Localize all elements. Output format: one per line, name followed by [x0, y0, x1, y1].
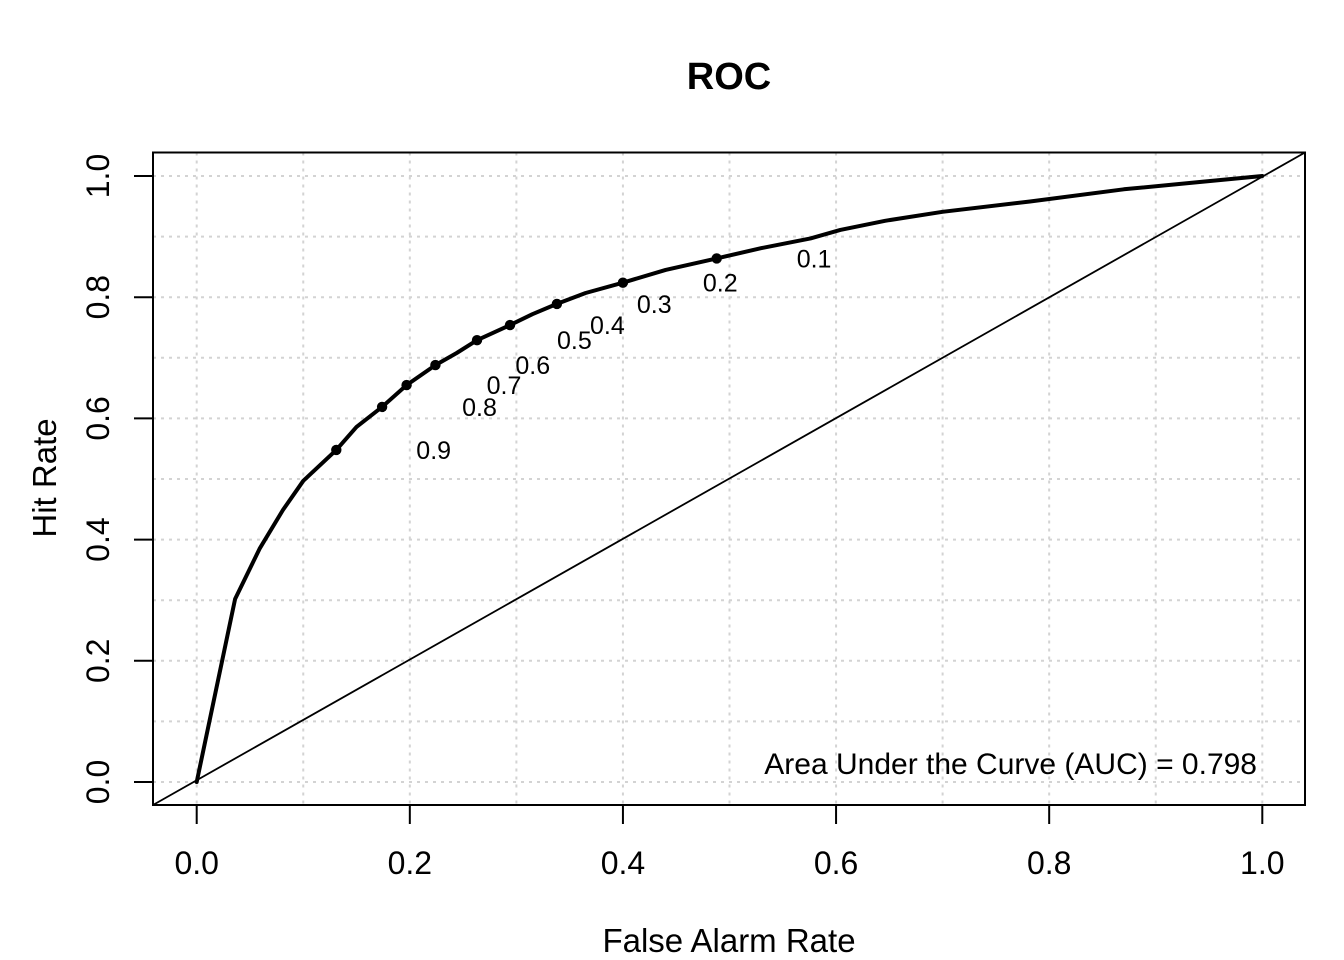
threshold-point-marker [551, 298, 563, 310]
threshold-point-marker [376, 401, 388, 413]
x-tick-label: 0.0 [174, 845, 218, 881]
y-tick-label: 0.2 [80, 639, 116, 683]
threshold-point-label: 0.3 [637, 291, 672, 319]
y-tick-label: 0.8 [80, 275, 116, 319]
threshold-point-label: 0.9 [416, 437, 451, 465]
x-tick-label: 0.8 [1027, 845, 1071, 881]
threshold-point-marker [711, 253, 722, 264]
threshold-point-marker [504, 319, 516, 331]
threshold-point-label: 0.6 [515, 352, 550, 380]
diagonal-reference-line [152, 151, 1306, 806]
chart-title: ROC [686, 56, 772, 98]
threshold-point-marker [430, 359, 441, 371]
plot-box [152, 151, 1306, 806]
x-tick-label: 0.2 [388, 845, 432, 881]
threshold-point-label: 0.4 [590, 312, 625, 340]
threshold-point-label: 0.1 [797, 245, 832, 273]
threshold-point-label: 0.5 [557, 327, 592, 355]
x-tick-label: 1.0 [1240, 845, 1284, 881]
threshold-point-marker [401, 379, 412, 391]
x-axis-label: False Alarm Rate [602, 922, 856, 959]
x-tick-label: 0.6 [814, 845, 858, 881]
y-tick-label: 0.0 [80, 760, 116, 804]
threshold-point-marker [331, 444, 342, 456]
roc-curve [194, 174, 1265, 784]
auc-annotation: Area Under the Curve (AUC) = 0.798 [764, 748, 1257, 781]
y-axis-label: Hit Rate [26, 418, 63, 538]
threshold-point-label: 0.2 [703, 270, 738, 298]
threshold-point-label: 0.8 [462, 394, 497, 422]
x-tick-label: 0.4 [601, 845, 645, 881]
threshold-point-marker [471, 335, 483, 346]
y-tick-label: 1.0 [80, 154, 116, 198]
y-tick-label: 0.4 [80, 517, 116, 561]
y-tick-label: 0.6 [80, 396, 116, 440]
threshold-point-label: 0.7 [487, 372, 522, 400]
threshold-point-marker [617, 277, 629, 288]
